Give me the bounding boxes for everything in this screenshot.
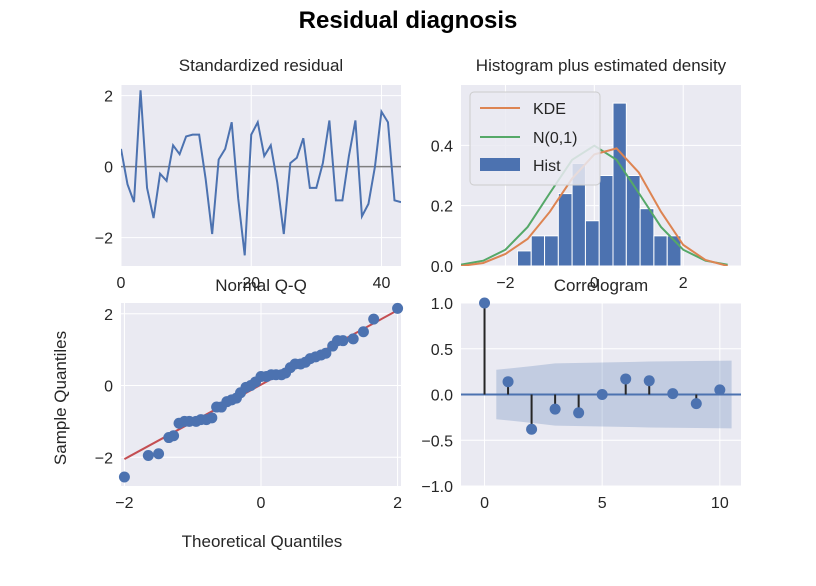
x-tick-label-normal_qq: 2 [393, 495, 402, 512]
acf-marker [643, 375, 655, 387]
acf-marker [526, 423, 538, 435]
residual-series-line [121, 90, 401, 256]
acf-marker [549, 403, 561, 415]
y-tick-label-normal_qq: 0 [104, 379, 113, 396]
histogram-bar [544, 235, 559, 266]
histogram-bar [584, 220, 600, 266]
legend-label-hist: Hist [533, 158, 561, 175]
panel-title-normal-qq: Normal Q-Q [215, 276, 307, 295]
histogram-bar [612, 102, 627, 266]
qq-point [368, 313, 380, 325]
y-tick-label-normal_qq: −2 [95, 450, 113, 467]
panel-title-correlogram: Correlogram [554, 276, 648, 295]
histogram-bar [598, 175, 614, 266]
y-axis-label-normal-qq: Sample Quantiles [51, 331, 70, 465]
x-tick-label-standardized_residual: 20 [242, 275, 260, 292]
panel-standardized-residual: Standardized residual 0 20 40 −2 0 2 [95, 56, 401, 292]
x-tick-label-correlogram: 5 [598, 495, 607, 512]
qq-point [337, 335, 349, 347]
qq-point [142, 450, 154, 461]
figure-suptitle: Residual diagnosis [299, 7, 518, 34]
y-tick-label-histogram_density: 0.2 [431, 199, 453, 216]
histogram-bar [639, 208, 655, 266]
x-tick-label-normal_qq: 0 [257, 495, 266, 512]
y-tick-label-standardized_residual: 0 [104, 160, 113, 177]
legend-swatch-hist [480, 158, 520, 171]
legend-label-normal: N(0,1) [533, 130, 577, 147]
histogram-bar [557, 193, 573, 266]
qq-point [206, 412, 218, 424]
plot-area-standardized_residual [121, 90, 401, 256]
histogram-bar [516, 250, 532, 266]
x-tick-label-histogram_density: 0 [590, 275, 599, 292]
histogram-bar [625, 175, 641, 266]
y-tick-label-correlogram: 0.5 [431, 342, 453, 359]
acf-marker [479, 297, 491, 309]
panel-title-standardized-residual: Standardized residual [179, 56, 343, 75]
y-tick-label-correlogram: 1.0 [431, 296, 453, 313]
qq-point [392, 302, 404, 314]
x-tick-label-histogram_density: 2 [679, 275, 688, 292]
acf-marker [690, 398, 702, 410]
qq-point [118, 471, 130, 483]
panel-correlogram: Correlogram 0 5 10 −1.0 −0.5 0.0 0.5 1.0 [421, 276, 741, 512]
y-tick-label-standardized_residual: −2 [95, 231, 113, 248]
y-tick-label-correlogram: 0.0 [431, 388, 453, 405]
y-tick-label-histogram_density: 0.4 [431, 138, 453, 155]
x-tick-label-correlogram: 10 [711, 495, 729, 512]
y-tick-label-standardized_residual: 2 [104, 89, 113, 106]
y-tick-label-correlogram: −0.5 [421, 433, 453, 450]
y-tick-label-histogram_density: 0.0 [431, 259, 453, 276]
x-tick-label-correlogram: 0 [480, 495, 489, 512]
x-tick-label-standardized_residual: 0 [117, 275, 126, 292]
x-axis-label-normal-qq: Theoretical Quantiles [182, 532, 343, 551]
panel-normal-qq: Normal Q-Q Theoretical Quantiles Sample … [51, 276, 404, 551]
panel-title-histogram-density: Histogram plus estimated density [476, 56, 727, 75]
qq-point [168, 430, 180, 442]
histogram-legend: KDE N(0,1) Hist [469, 91, 601, 186]
x-tick-label-normal_qq: −2 [115, 495, 133, 512]
x-tick-label-standardized_residual: 40 [373, 275, 391, 292]
acf-marker [620, 373, 632, 385]
qq-point [347, 333, 359, 345]
acf-marker [573, 407, 585, 419]
histogram-bar [653, 235, 668, 266]
qq-point [320, 347, 332, 359]
qq-point [357, 326, 369, 338]
acf-marker [714, 384, 726, 396]
acf-marker [667, 388, 679, 400]
acf-marker [596, 389, 608, 400]
histogram-bar [530, 235, 546, 266]
y-tick-label-normal_qq: 2 [104, 307, 113, 324]
y-tick-label-correlogram: −1.0 [421, 479, 453, 496]
qq-point [153, 448, 165, 460]
acf-marker [502, 376, 514, 388]
x-tick-label-histogram_density: −2 [496, 275, 514, 292]
legend-label-kde: KDE [533, 101, 566, 118]
